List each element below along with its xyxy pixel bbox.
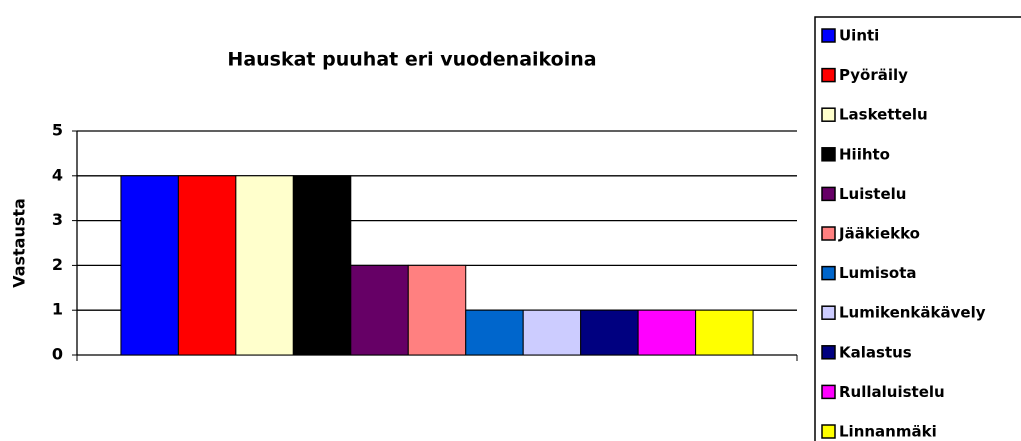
y-tick-label: 1 — [52, 300, 63, 319]
bar — [407, 264, 467, 356]
legend-label: Kalastus — [839, 343, 912, 361]
bar — [580, 309, 639, 356]
legend-swatch — [821, 384, 836, 400]
legend-swatch — [821, 107, 836, 122]
legend-label: Hiihto — [839, 145, 890, 163]
y-tick-label: 4 — [52, 165, 63, 184]
legend-label: Rullaluistelu — [839, 383, 945, 401]
legend-swatch — [821, 265, 836, 281]
legend-swatch — [821, 226, 836, 241]
legend-label: Jääkiekko — [838, 225, 920, 243]
legend-swatch — [821, 147, 836, 162]
legend-box — [814, 16, 1021, 441]
legend-label: Linnanmäki — [839, 423, 937, 441]
legend-swatch — [821, 305, 836, 320]
legend-label: Pyöräily — [839, 66, 908, 84]
bar — [695, 309, 754, 356]
legend-swatch — [821, 345, 836, 360]
legend-label: Laskettelu — [839, 106, 928, 124]
legend-swatch — [821, 67, 836, 83]
chart-title: Hauskat puuhat eri vuodenaikoina — [227, 49, 596, 71]
bar — [637, 309, 697, 356]
legend-label: Luistelu — [839, 185, 906, 203]
bar — [350, 264, 409, 356]
bar — [235, 175, 294, 356]
bar — [177, 175, 237, 356]
y-tick-label: 2 — [52, 255, 63, 274]
y-tick-label: 0 — [52, 345, 63, 364]
bar — [522, 309, 582, 356]
legend-swatch — [821, 424, 836, 439]
legend-label: Lumikenkäkävely — [839, 304, 986, 322]
y-tick-label: 5 — [52, 121, 63, 140]
y-axis-label: Vastausta — [10, 198, 29, 288]
legend-label: Lumisota — [839, 264, 917, 282]
bar — [465, 309, 524, 356]
legend-swatch — [821, 28, 836, 43]
legend-label: Uinti — [839, 27, 879, 45]
bar — [120, 175, 179, 356]
bar — [292, 175, 352, 356]
y-tick-label: 3 — [52, 210, 63, 229]
legend-swatch — [821, 186, 836, 202]
